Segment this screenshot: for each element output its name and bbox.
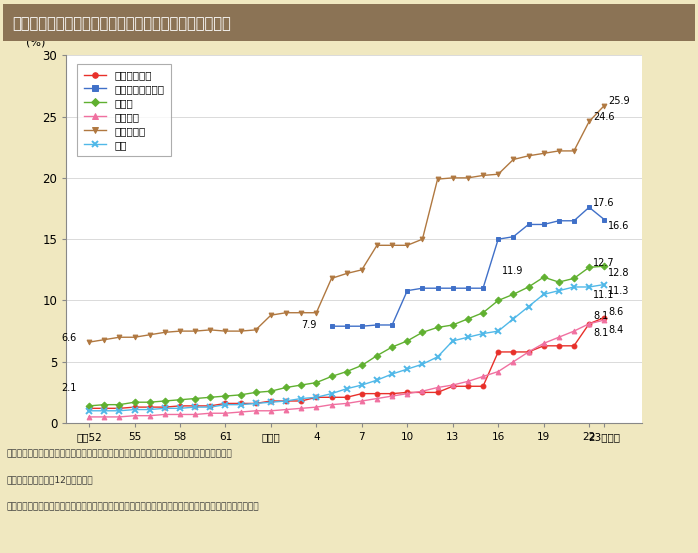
Text: （備考）　１．総務省「地方公共団体の議会の議員及び長の所属党派別人員調等」より作成。: （備考） １．総務省「地方公共団体の議会の議員及び長の所属党派別人員調等」より作… (7, 449, 232, 458)
Text: 12.8: 12.8 (609, 268, 630, 278)
Text: 16.6: 16.6 (609, 221, 630, 231)
Text: ２．各年12月末現在。: ２．各年12月末現在。 (7, 476, 94, 485)
Text: 8.1: 8.1 (593, 311, 609, 321)
Text: ３．市議会は政令指定都市議会を含む。なお、合計は都道府県議会及び市区町村議会の合計。: ３．市議会は政令指定都市議会を含む。なお、合計は都道府県議会及び市区町村議会の合… (7, 502, 260, 512)
Text: 8.6: 8.6 (609, 307, 624, 317)
Text: 11.1: 11.1 (593, 290, 615, 300)
Text: 25.9: 25.9 (609, 96, 630, 106)
Text: (%): (%) (26, 38, 45, 48)
Text: 11.3: 11.3 (609, 286, 630, 296)
Text: 8.4: 8.4 (609, 325, 624, 335)
Text: 第１－１－８図　地方議会における女性議員割合の推移: 第１－１－８図 地方議会における女性議員割合の推移 (13, 15, 231, 31)
Text: 12.7: 12.7 (593, 258, 615, 268)
Text: 11.9: 11.9 (503, 267, 524, 276)
Text: 24.6: 24.6 (593, 112, 615, 122)
Text: 2.1: 2.1 (61, 383, 77, 393)
Legend: 都道府県議会, 政令指定都市議会, 市議会, 町村議会, 特別区議会, 合計: 都道府県議会, 政令指定都市議会, 市議会, 町村議会, 特別区議会, 合計 (77, 64, 171, 156)
Text: 7.9: 7.9 (301, 320, 316, 330)
Text: 8.1: 8.1 (593, 328, 609, 338)
Text: 17.6: 17.6 (593, 198, 615, 208)
Text: 6.6: 6.6 (61, 333, 77, 343)
